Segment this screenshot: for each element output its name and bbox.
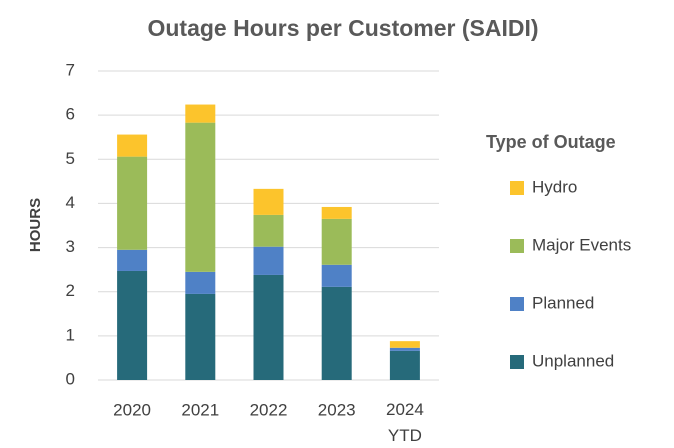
legend-label: Hydro: [532, 177, 577, 196]
x-tick-label: 2024 YTD: [386, 400, 424, 445]
bar-segment: [321, 218, 352, 265]
bar-segment: [117, 249, 148, 271]
bar-segment: [117, 156, 148, 250]
y-tick-label: 1: [66, 325, 75, 344]
bar-segment: [321, 206, 352, 219]
bar-segment: [321, 264, 352, 287]
bar-segment: [253, 274, 284, 380]
x-tick-label: 2021: [181, 400, 219, 419]
bar-segment: [185, 122, 216, 272]
x-tick-label: 2022: [250, 400, 288, 419]
y-tick-label: 4: [66, 193, 75, 212]
y-axis-label: HOURS: [27, 198, 44, 252]
legend-title: Type of Outage: [486, 132, 616, 152]
y-tick-label: 5: [66, 149, 75, 168]
legend-label: Unplanned: [532, 351, 614, 370]
bar-segment: [253, 188, 284, 215]
x-tick-label: 2020: [113, 400, 151, 419]
y-tick-label: 7: [66, 60, 75, 79]
bar-segment: [253, 214, 284, 247]
bar-segment: [185, 293, 216, 380]
bar-segment: [253, 246, 284, 275]
bar-segment: [389, 347, 420, 351]
bar-segment: [185, 104, 216, 123]
x-tick-label: 2023: [318, 400, 356, 419]
legend-swatch: [510, 297, 524, 311]
bar-segment: [389, 350, 420, 380]
legend-swatch: [510, 181, 524, 195]
bar-segment: [117, 270, 148, 380]
y-tick-label: 0: [66, 369, 75, 388]
y-tick-label: 2: [66, 281, 75, 300]
legend-label: Planned: [532, 293, 594, 312]
legend-swatch: [510, 239, 524, 253]
bar-segment: [117, 134, 148, 157]
bar-segment: [389, 341, 420, 348]
y-tick-label: 6: [66, 105, 75, 124]
chart-title: Outage Hours per Customer (SAIDI): [147, 15, 538, 41]
legend-swatch: [510, 355, 524, 369]
legend-label: Major Events: [532, 235, 631, 254]
bar-segment: [185, 271, 216, 294]
bar-segment: [321, 286, 352, 380]
y-tick-label: 3: [66, 237, 75, 256]
